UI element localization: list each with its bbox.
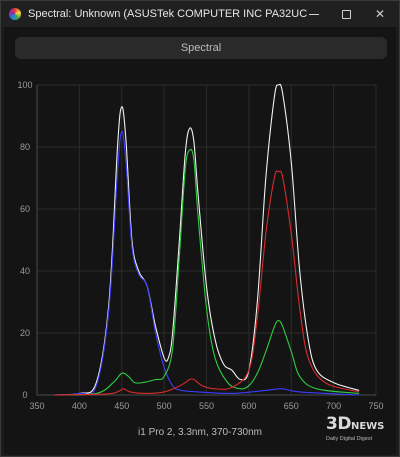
spectral-panel: Spectral 0 20 40 60 80 100 350 400 450 500 550 600 6… bbox=[4, 27, 396, 455]
series-blue-line bbox=[53, 130, 360, 396]
minimize-icon bbox=[309, 13, 319, 15]
watermark-logo: 3DNEWS Daily Digital Digest bbox=[326, 414, 385, 443]
minimize-button[interactable] bbox=[297, 1, 331, 27]
close-button[interactable]: ✕ bbox=[363, 1, 397, 27]
y-tick-label: 60 bbox=[20, 204, 30, 214]
title-bar[interactable]: Spectral: Unknown (ASUSTek COMPUTER INC … bbox=[1, 1, 399, 27]
y-tick-label: 20 bbox=[20, 328, 30, 338]
x-tick-label: 650 bbox=[284, 401, 299, 411]
y-tick-label: 40 bbox=[20, 266, 30, 276]
y-tick-label: 0 bbox=[22, 390, 27, 400]
x-tick-label: 400 bbox=[72, 401, 87, 411]
y-tick-label: 80 bbox=[20, 142, 30, 152]
series-green-line bbox=[53, 148, 360, 396]
spectral-chart: 0 20 40 60 80 100 350 400 450 500 550 600 650 700 750 bbox=[17, 80, 383, 411]
x-tick-label: 450 bbox=[114, 401, 129, 411]
x-tick-label: 700 bbox=[326, 401, 341, 411]
close-icon: ✕ bbox=[374, 7, 386, 21]
x-tick-label: 550 bbox=[199, 401, 214, 411]
x-tick-label: 500 bbox=[157, 401, 172, 411]
spectrum-icon bbox=[9, 8, 21, 20]
measurement-caption: i1 Pro 2, 3.3nm, 370-730nm bbox=[138, 427, 262, 438]
series-white-line bbox=[53, 83, 360, 396]
x-tick-label: 350 bbox=[29, 401, 44, 411]
series-red-line bbox=[53, 170, 360, 396]
spectral-header-button[interactable]: Spectral bbox=[15, 37, 387, 59]
y-tick-label: 100 bbox=[17, 80, 32, 90]
window-title: Spectral: Unknown (ASUSTek COMPUTER INC … bbox=[28, 8, 308, 20]
maximize-button[interactable] bbox=[329, 1, 363, 27]
x-tick-label: 600 bbox=[241, 401, 256, 411]
x-tick-label: 750 bbox=[368, 401, 383, 411]
maximize-icon bbox=[341, 9, 351, 19]
